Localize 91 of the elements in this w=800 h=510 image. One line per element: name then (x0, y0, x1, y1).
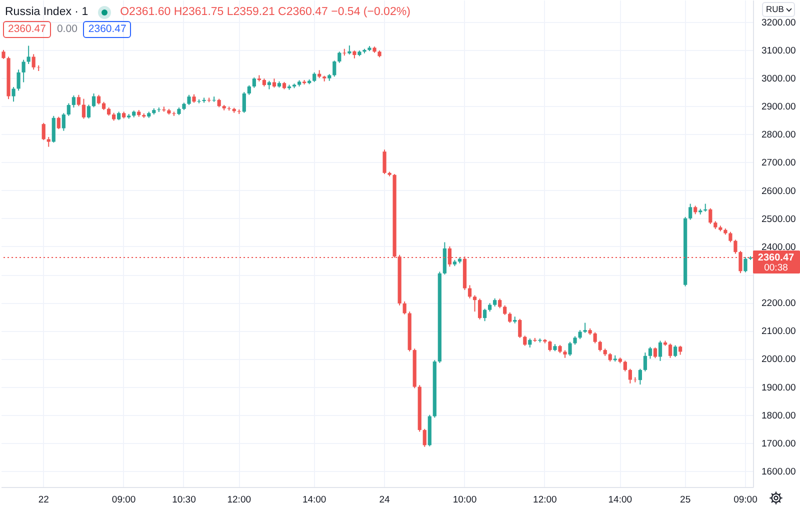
candlestick (12, 86, 16, 102)
y-tick-label: 1900.00 (762, 382, 796, 394)
y-tick-label: 2500.00 (762, 214, 796, 225)
candlestick (568, 341, 572, 356)
candlestick (508, 312, 512, 324)
candlestick (744, 256, 748, 273)
x-tick-label: 22 (38, 494, 49, 506)
candlestick (382, 149, 386, 175)
candlestick (52, 115, 56, 144)
candlestick (242, 92, 246, 114)
candlestick (66, 102, 70, 116)
candlestick (734, 239, 738, 254)
candlestick (673, 344, 678, 358)
y-tick-label: 2200.00 (762, 298, 796, 310)
annotation: 2360.47 (3, 21, 51, 38)
x-tick-label: 10:30 (172, 494, 196, 506)
candlestick (593, 332, 597, 344)
x-tick-label: 14:00 (302, 494, 326, 506)
y-tick-label: 2700.00 (762, 158, 796, 169)
candlestick (96, 94, 101, 105)
candlestick (32, 54, 36, 70)
annotation: 0.00 (56, 22, 78, 37)
candlestick (482, 308, 487, 322)
candlestick (92, 92, 96, 108)
candlestick (708, 208, 712, 224)
candlestick (76, 94, 81, 107)
ref-line-label: 2360.47 (758, 252, 795, 264)
y-axis-title: RUB (766, 4, 784, 15)
y-tick-label: 2100.00 (762, 326, 796, 338)
candlestick (62, 112, 66, 132)
candlestick (523, 335, 527, 346)
candlestick (478, 298, 482, 320)
annotation: 2360.47 (83, 21, 132, 38)
y-tick-label: 3100.00 (762, 45, 796, 56)
x-tick-label: 12:00 (533, 494, 557, 506)
candlestick (643, 352, 648, 372)
candlestick (638, 368, 642, 386)
text: Russia Index · 1 (5, 5, 88, 19)
candlestick (72, 94, 76, 108)
y-tick-label: 2800.00 (762, 130, 796, 141)
candlestick (187, 94, 191, 106)
candlestick (518, 318, 522, 338)
text: 00:38 (764, 262, 788, 274)
annotation: O2361.60 H2361.75 L2359.21 C2360.47 −0.54 (−0.02%) (120, 5, 410, 19)
x-tick-label: 09:00 (734, 494, 758, 506)
candlestick (56, 116, 60, 130)
x-tick-label: 09:00 (112, 494, 136, 506)
candlestick (688, 203, 692, 220)
candlestick (86, 104, 91, 119)
candlestick (402, 300, 406, 315)
candlestick (472, 294, 477, 312)
candlestick (548, 340, 552, 352)
candlestick (22, 59, 26, 83)
y-tick-label: 1600.00 (762, 466, 796, 478)
candlestick (648, 346, 652, 360)
candlestick (498, 298, 502, 309)
y-tick-label: 2000.00 (762, 354, 796, 366)
candlestick (658, 340, 662, 362)
y-tick-label: 2900.00 (762, 102, 796, 113)
y-tick-label: 1700.00 (762, 438, 796, 450)
candlestick (468, 284, 472, 299)
candlestick (653, 346, 658, 359)
candlestick (46, 136, 50, 148)
x-tick-label: 14:00 (608, 494, 632, 506)
candlestick (16, 69, 20, 92)
candlestick (312, 72, 316, 82)
y-tick-label: 2400.00 (762, 242, 796, 253)
candlestick (172, 111, 176, 116)
candlestick (668, 343, 672, 358)
candlestick (598, 340, 602, 352)
candlestick (252, 76, 256, 88)
candlestick (503, 304, 507, 316)
candlestick (422, 428, 426, 448)
y-tick-label: 1800.00 (762, 410, 796, 422)
x-tick-label: 12:00 (227, 494, 252, 506)
candlestick (332, 60, 336, 78)
y-tick-label: 2600.00 (762, 186, 796, 197)
candlestick (42, 122, 46, 141)
candlestick (583, 322, 587, 334)
x-tick-label: 25 (680, 494, 691, 506)
candlestick (623, 360, 627, 372)
candlestick (628, 368, 632, 384)
x-tick-label: 24 (379, 494, 390, 506)
candlestick (338, 51, 342, 64)
y-tick-label: 3000.00 (762, 74, 796, 85)
candlestick (728, 231, 732, 243)
x-tick-label: 10:00 (452, 494, 477, 506)
y-tick-label: 3200.00 (762, 17, 796, 28)
candlestick (247, 84, 251, 96)
candlestick (82, 98, 86, 120)
candlestick (26, 45, 30, 64)
